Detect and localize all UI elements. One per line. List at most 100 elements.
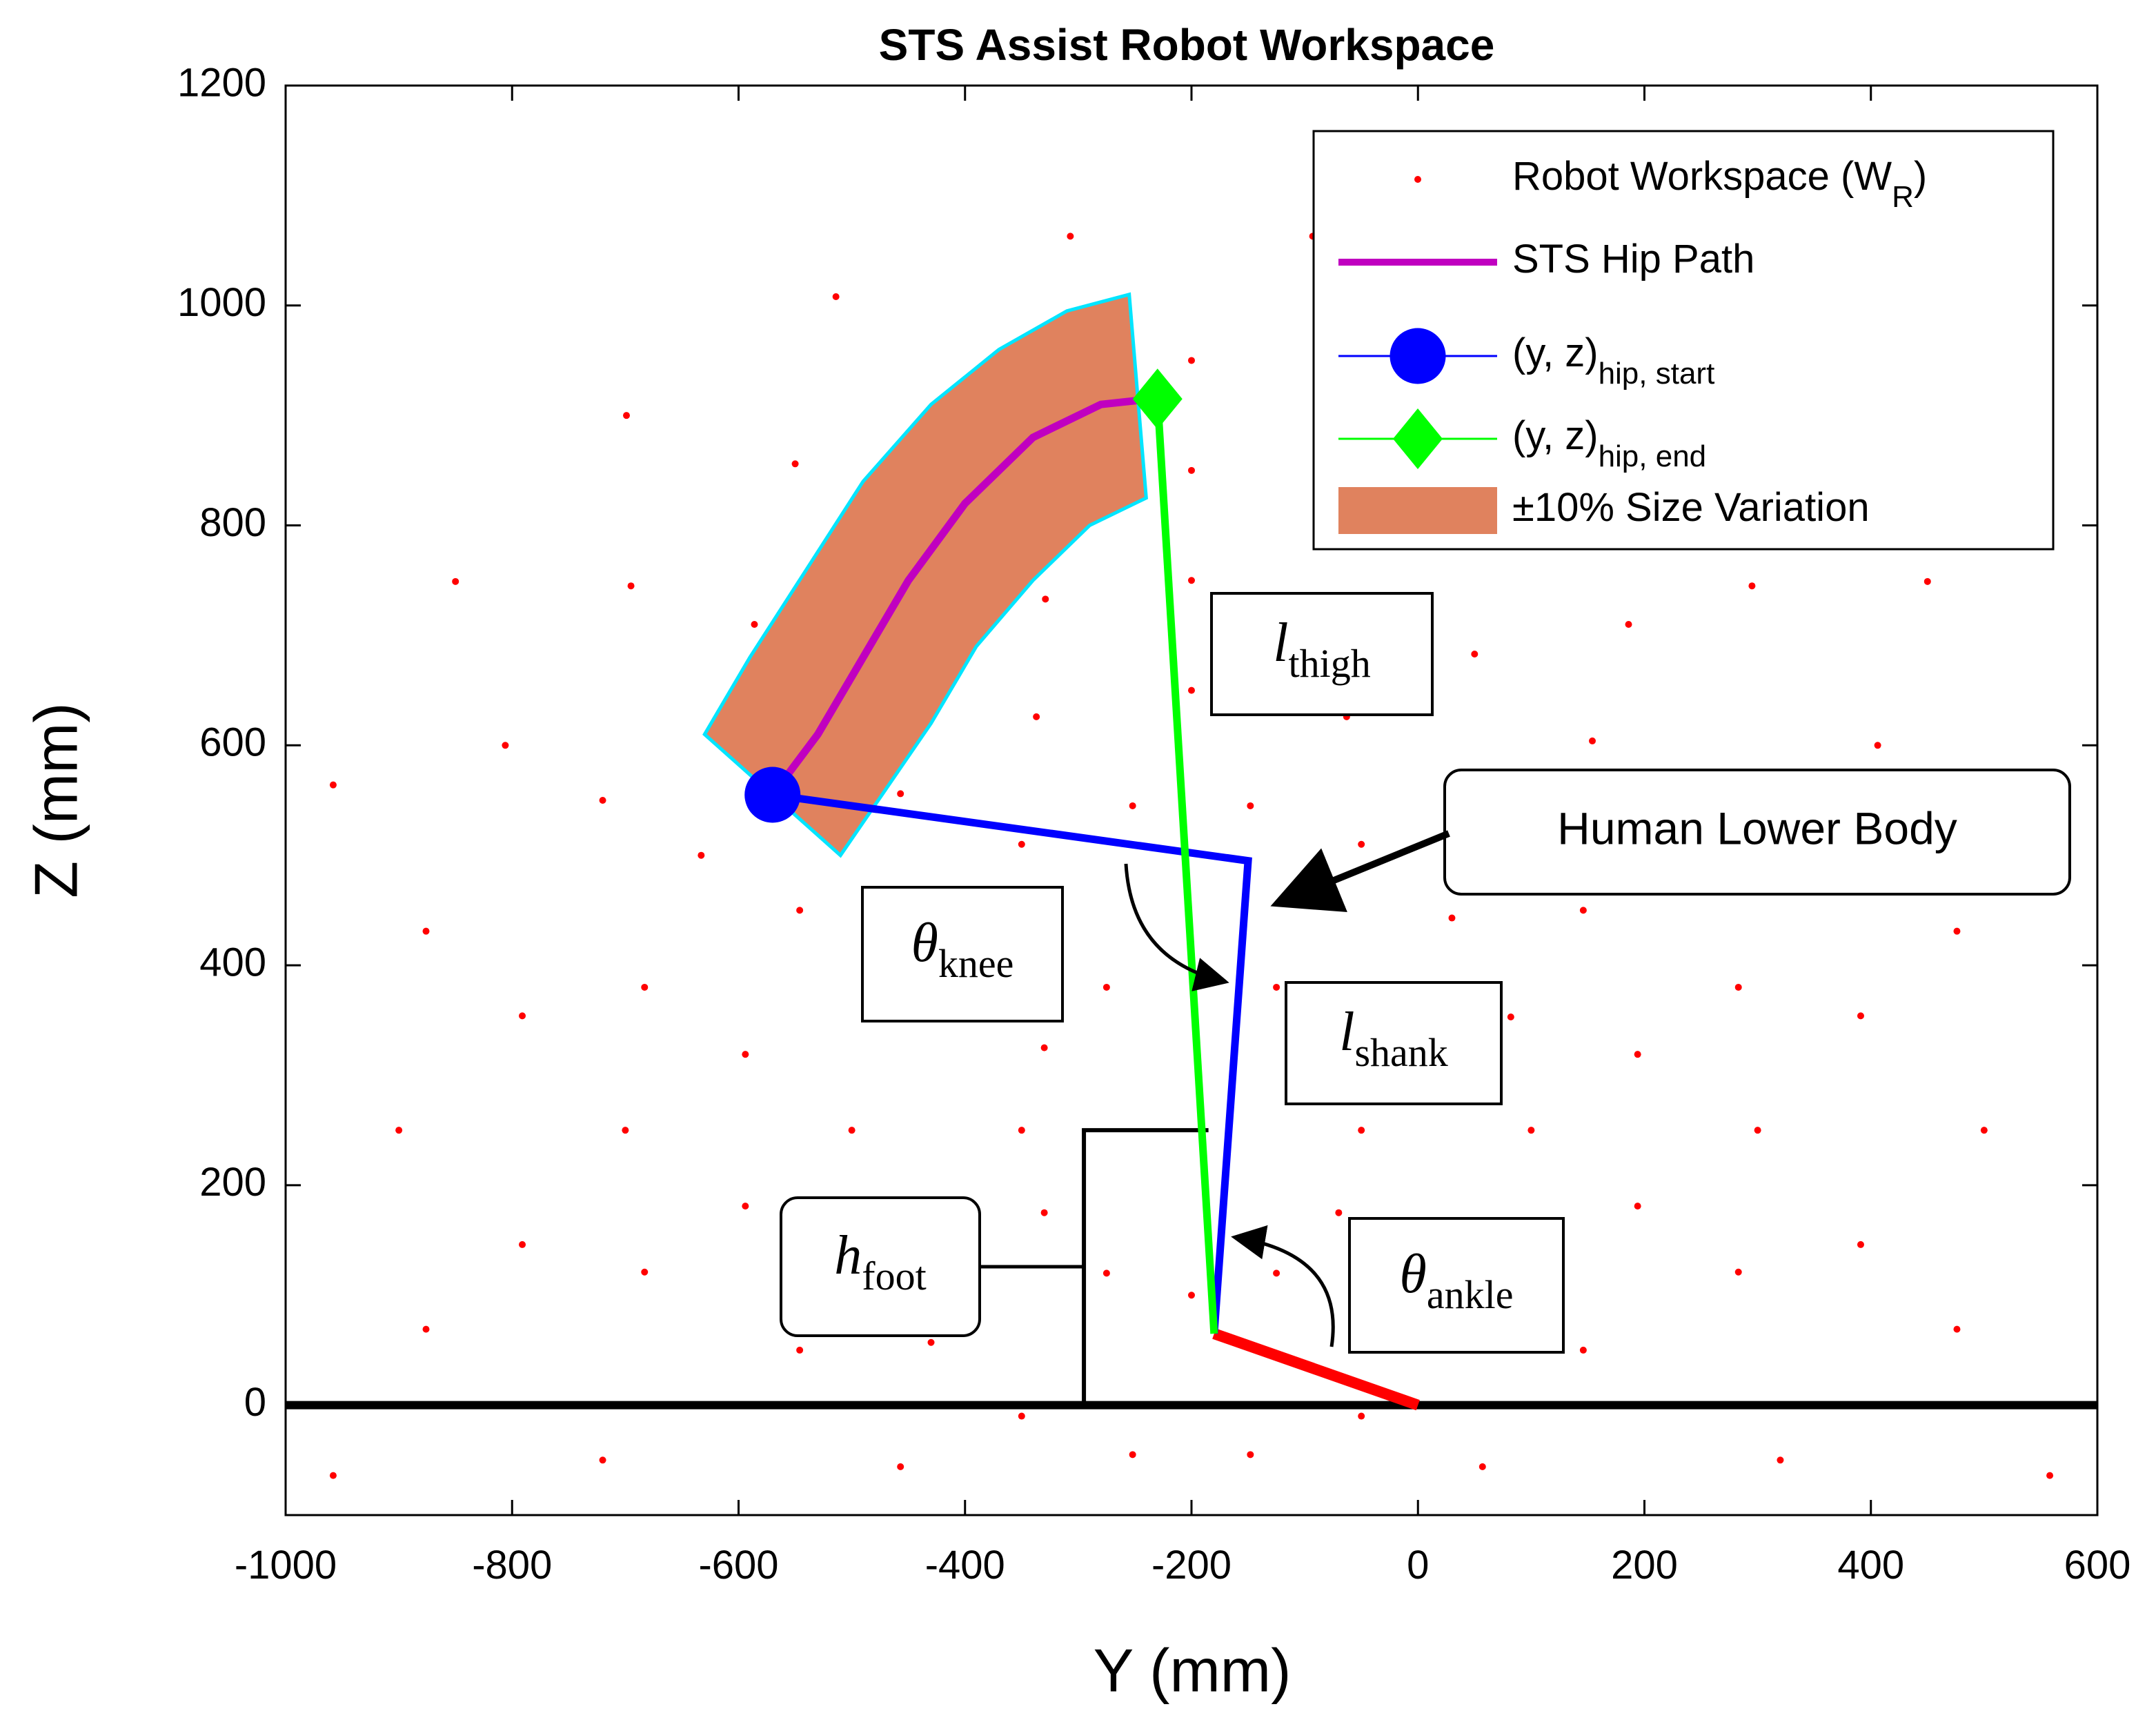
workspace-point [452,577,459,585]
workspace-point [599,797,606,804]
annotation-text: lshank [1339,1002,1448,1075]
workspace-point [1507,1013,1514,1020]
y-axis-label: Z (mm) [21,702,90,898]
annotation-symbol: θ [911,913,938,973]
line [1082,1128,1209,1405]
workspace-point [1953,927,1961,935]
chart-title: STS Assist Robot Workspace [879,20,1495,70]
workspace-point [1953,1325,1961,1333]
annotation-arrow [1270,830,1450,913]
workspace-point [848,1127,856,1134]
workspace-point [1129,1451,1136,1459]
workspace-point [1067,233,1074,240]
y-tick-label: 400 [199,940,266,985]
line [1212,1328,1420,1411]
x-tick-label: -1000 [235,1543,337,1588]
series-line [1154,398,1218,1334]
legend-label-text: STS Hip Path [1512,237,1754,281]
annotation-symbol: h [834,1225,862,1286]
workspace-point [1777,1456,1784,1464]
annotation-sub: ankle [1427,1272,1514,1317]
workspace-point [1188,577,1195,584]
workspace-point [1188,466,1195,474]
legend-label: (y, z)hip, end [1512,413,1706,473]
workspace-point [1471,651,1478,658]
legend-label-text: (y, z) [1512,413,1599,458]
legend-label-sub: R [1892,180,1914,214]
workspace-point [832,293,840,301]
workspace-point [1358,1412,1365,1420]
workspace-point [641,983,649,991]
x-tick-label: 200 [1611,1543,1678,1588]
workspace-point [519,1240,526,1248]
workspace-point [1040,1209,1048,1216]
workspace-point [1018,1412,1025,1420]
annotation-text: θankle [1400,1244,1514,1317]
workspace-point [622,1127,629,1134]
workspace-point [1273,1269,1280,1277]
marker-diamond [1393,408,1443,469]
y-tick-label: 1200 [177,60,266,105]
workspace-point [1018,1127,1025,1134]
x-tick-label: -200 [1151,1543,1232,1588]
y-tick-label: 200 [199,1160,266,1205]
workspace-point [422,927,430,935]
workspace-point [897,1463,904,1470]
workspace-point [519,1012,526,1020]
workspace-point [751,620,758,628]
annotation-box [1285,981,1503,1105]
legend-label: (y, z)hip, start [1512,330,1714,390]
workspace-point [1589,737,1596,744]
workspace-point [1625,620,1632,628]
annotation-text: hfoot [834,1225,926,1298]
legend-label: STS Hip Path [1512,237,1754,281]
workspace-point [1358,840,1365,848]
marker-circle [744,767,801,823]
workspace-point [1188,357,1195,364]
annotation-symbol: θ [1400,1244,1427,1305]
workspace-point [1734,983,1742,991]
workspace-point [1247,1451,1254,1459]
workspace-point [329,1472,337,1479]
legend-label-sub: hip, end [1599,439,1707,473]
annotation-text: θknee [911,913,1014,986]
workspace-point [1033,713,1040,720]
plot-area [286,233,2097,1479]
x-tick-label: -600 [698,1543,778,1588]
x-tick-label: 400 [1837,1543,1904,1588]
legend-label: Robot Workspace (WR) [1512,154,1927,213]
annotation-text: lthigh [1273,613,1370,686]
workspace-point [698,851,705,859]
annotation-sub: foot [862,1254,926,1298]
workspace-point [1980,1127,1988,1134]
y-tick-label: 0 [244,1380,266,1425]
annotation-sub: knee [938,941,1014,986]
workspace-point [791,460,799,468]
workspace-point [1579,907,1587,914]
series-line [771,791,1252,1334]
y-tick-label: 600 [199,720,266,765]
workspace-point [1857,1012,1864,1020]
x-tick-label: 600 [2064,1543,2131,1588]
workspace-point [927,1338,935,1346]
annotation-box [861,886,1064,1022]
workspace-point [796,907,804,914]
workspace-point [796,1346,804,1354]
workspace-point [1478,1463,1486,1470]
legend-label-text: ±10% Size Variation [1512,485,1870,530]
legend-patch [1338,487,1497,534]
workspace-point [1634,1051,1641,1058]
workspace-point [1857,1240,1864,1248]
y-tick-label: 800 [199,500,266,545]
workspace-point [1188,1292,1195,1299]
annotation-sub: shank [1354,1030,1447,1075]
series-line [769,395,1153,798]
legend-label-suffix: ) [1914,154,1927,199]
workspace-point [1634,1203,1641,1210]
y-tick-label: 1000 [177,280,266,325]
workspace-point [1874,742,1881,749]
workspace-point [641,1268,649,1276]
workspace-point [502,742,509,749]
